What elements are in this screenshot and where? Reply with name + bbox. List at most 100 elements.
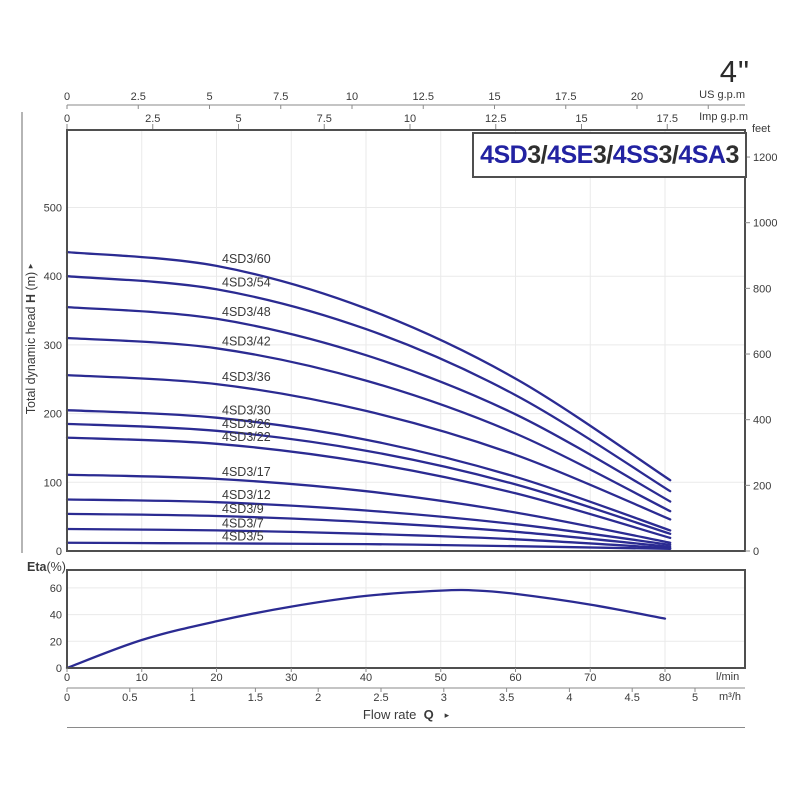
flow-rate-axis-label: Flow rate Q ▸ [67,707,745,722]
curve-4SD3-54 [65,275,672,493]
feet-tick-label: 800 [753,283,771,295]
imp-gpm-tick-label: 12.5 [485,113,506,125]
curve-label-4SD3-60: 4SD3/60 [222,252,271,266]
curve-label-4SD3-30: 4SD3/30 [222,404,271,418]
m3h-tick-label: 2 [315,692,321,704]
model-title-box: 4SD3/4SE3/4SS3/4SA3 [472,132,747,178]
eta-tick-label: 40 [50,610,62,622]
right-arrow-icon: ▸ [444,710,450,720]
imp-gpm-axis-unit: Imp g.p.m [699,111,748,123]
us-gpm-tick-label: 7.5 [273,91,288,103]
curve-4SD3-5 [65,541,672,551]
curve-4SD3-48 [65,305,672,503]
us-gpm-tick-label: 15 [488,91,500,103]
eta-plot-border [66,569,746,669]
imp-gpm-tick-label: 10 [404,113,416,125]
model-title-segment: 4SS [612,140,659,169]
feet-tick-label: 1200 [753,152,777,164]
lmin-tick-label: 50 [435,672,447,684]
imp-gpm-tick-label: 5 [235,113,241,125]
us-gpm-tick-label: 12.5 [413,91,434,103]
curve-4SD3-26 [65,422,672,535]
m3h-axis-unit: m³/h [719,691,741,703]
curve-label-4SD3-26: 4SD3/26 [222,417,271,431]
us-gpm-tick-label: 0 [64,91,70,103]
pump-size-label: 4" [719,54,750,89]
lmin-tick-label: 20 [210,672,222,684]
curve-label-4SD3-22: 4SD3/22 [222,430,271,444]
curve-4SD3-22 [65,436,672,540]
lmin-tick-label: 10 [136,672,148,684]
head-axis-prefix: Total dynamic head [24,306,38,415]
imp-gpm-tick-label: 0 [64,113,70,125]
lmin-tick-label: 80 [659,672,671,684]
m3h-tick-label: 2.5 [373,692,388,704]
lmin-axis-unit: l/min [716,671,740,683]
lmin-tick-label: 40 [360,672,372,684]
m3h-tick-label: 3 [441,692,447,704]
model-title-segment: 3 [725,140,739,169]
m3h-tick-label: 0.5 [122,692,137,704]
curve-4SD3-12 [65,498,672,546]
model-title-segment: 3/ [527,140,548,169]
feet-tick-label: 0 [753,546,759,558]
model-title-segment: 3/ [658,140,679,169]
imp-gpm-tick-label: 15 [575,113,587,125]
eta-tick-label: 0 [56,663,62,675]
model-title-segment: 3/ [592,140,613,169]
curve-4SD3-42 [65,336,672,513]
head-m-tick-label: 200 [44,409,62,421]
model-title-segment: 4SD [480,140,528,169]
lmin-tick-label: 0 [64,672,70,684]
curve-label-4SD3-54: 4SD3/54 [222,275,271,289]
curve-4SD3-36 [65,373,672,521]
head-m-tick-label: 0 [56,546,62,558]
us-gpm-tick-label: 2.5 [131,91,146,103]
m3h-tick-label: 4 [566,692,572,704]
lmin-tick-label: 70 [584,672,596,684]
head-axis-title: Total dynamic head H (m) ▸ [24,229,38,449]
page-edge-line [21,112,23,553]
head-axis-symbol: H [24,294,38,304]
us-gpm-tick-label: 17.5 [555,91,576,103]
imp-gpm-tick-label: 7.5 [317,113,332,125]
curve-label-4SD3-9: 4SD3/9 [222,502,264,516]
m3h-tick-label: 1 [190,692,196,704]
flow-rate-symbol: Q [423,707,434,722]
imp-gpm-tick-label: 2.5 [145,113,160,125]
curve-efficiency [65,588,667,670]
feet-tick-label: 400 [753,415,771,427]
curve-label-4SD3-7: 4SD3/7 [222,516,264,530]
lmin-tick-label: 30 [285,672,297,684]
curve-label-4SD3-48: 4SD3/48 [222,305,271,319]
up-arrow-icon: ▸ [25,263,35,269]
curve-4SD3-9 [65,512,672,549]
head-m-tick-label: 100 [44,477,62,489]
us-gpm-axis-unit: US g.p.m [699,89,745,101]
m3h-tick-label: 4.5 [625,692,640,704]
curve-4SD3-17 [65,473,672,544]
eta-tick-label: 60 [50,583,62,595]
eta-label-bold: Eta [27,560,47,574]
curve-label-4SD3-12: 4SD3/12 [222,488,271,502]
feet-axis-unit: feet [752,123,771,135]
model-title-segment: 4SA [678,140,726,169]
curve-label-4SD3-17: 4SD3/17 [222,465,271,479]
m3h-tick-label: 1.5 [248,692,263,704]
eta-axis-label: Eta(%) [27,560,66,574]
curve-label-4SD3-5: 4SD3/5 [222,529,264,543]
head-m-tick-label: 500 [44,203,62,215]
model-title-text: 4SD3/4SE3/4SS3/4SA3 [480,141,739,170]
us-gpm-tick-label: 5 [206,91,212,103]
head-m-tick-label: 400 [44,271,62,283]
curve-label-4SD3-36: 4SD3/36 [222,370,271,384]
us-gpm-tick-label: 20 [631,91,643,103]
feet-tick-label: 600 [753,349,771,361]
m3h-tick-label: 0 [64,692,70,704]
flow-rate-text: Flow rate [362,707,417,722]
m3h-tick-label: 3.5 [499,692,514,704]
feet-tick-label: 200 [753,480,771,492]
imp-gpm-tick-label: 17.5 [657,113,678,125]
curve-4SD3-7 [65,527,672,550]
